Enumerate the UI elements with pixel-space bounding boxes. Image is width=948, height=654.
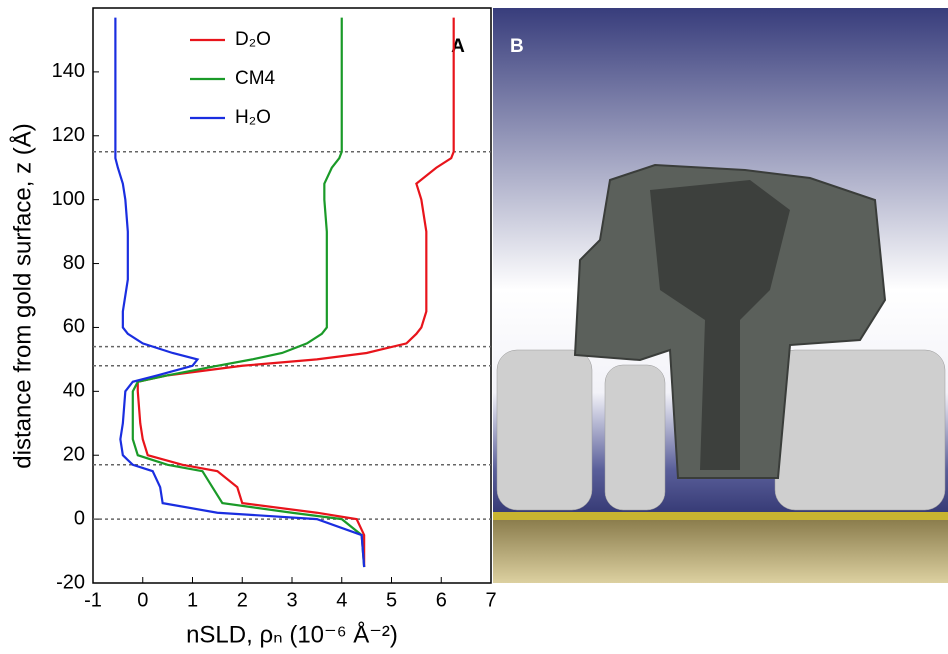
- x-tick-label: 1: [187, 589, 198, 611]
- plot-frame: [93, 8, 491, 583]
- y-tick-label: 0: [74, 507, 85, 529]
- legend-label: CM4: [235, 68, 276, 89]
- y-axis-label: distance from gold surface, z (Å): [8, 123, 36, 468]
- x-tick-label: 0: [137, 589, 148, 611]
- y-tick-label: 120: [52, 124, 85, 146]
- x-tick-label: 4: [336, 589, 347, 611]
- x-axis-label: nSLD, ρₙ (10⁻⁶ Å⁻²): [186, 620, 398, 648]
- legend-label: H₂O: [235, 107, 271, 128]
- figure: B A nSLD, ρₙ (10⁻⁶ Å⁻²) distance from go…: [0, 0, 948, 654]
- y-tick-label: 60: [63, 316, 85, 338]
- x-tick-label: 6: [436, 589, 447, 611]
- gold-atoms: [493, 512, 948, 520]
- x-tick-label: 5: [386, 589, 397, 611]
- gold-substrate: [493, 519, 948, 583]
- y-tick-label: 80: [63, 252, 85, 274]
- x-tick-label: -1: [84, 589, 102, 611]
- legend-label: D₂O: [235, 29, 271, 50]
- panel-label: B: [510, 36, 524, 57]
- x-tick-label: 3: [286, 589, 297, 611]
- y-tick-label: 20: [63, 444, 85, 466]
- y-tick-label: 140: [52, 60, 85, 82]
- profile-line: [133, 18, 364, 567]
- x-tick-label: 7: [485, 589, 496, 611]
- profile-line: [138, 18, 454, 567]
- y-tick-label: -20: [56, 571, 85, 593]
- y-tick-label: 100: [52, 188, 85, 210]
- x-tick-label: 2: [237, 589, 248, 611]
- image-panel: B: [493, 8, 948, 583]
- y-tick-label: 40: [63, 380, 85, 402]
